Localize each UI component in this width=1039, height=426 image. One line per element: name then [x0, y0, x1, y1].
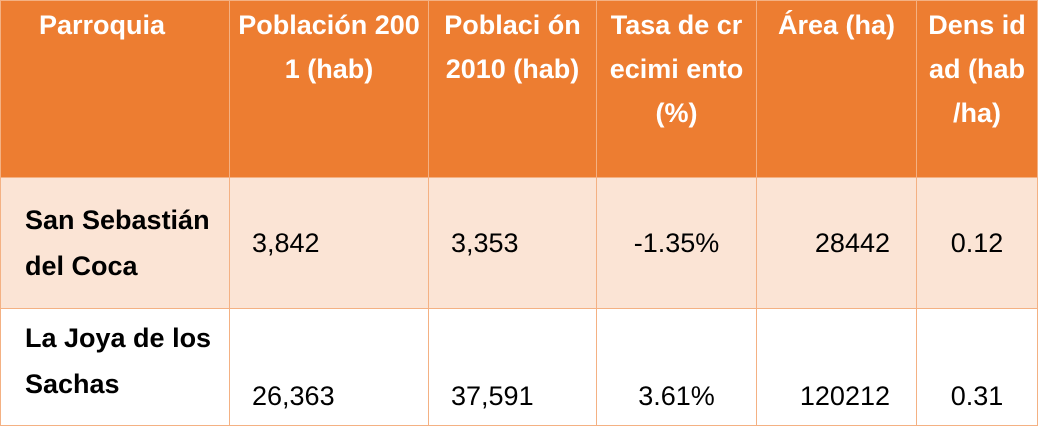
cell-area: 28442 — [756, 177, 917, 309]
table-header-row: Parroquia Población 2001 (hab) Poblaci ó… — [0, 0, 1038, 178]
table-row: La Joya de los Sachas 26,363 37,591 3.61… — [0, 308, 1038, 426]
cell-parroquia: La Joya de los Sachas — [0, 308, 230, 426]
cell-densidad: 0.12 — [916, 177, 1038, 309]
cell-area: 120212 — [756, 308, 917, 426]
header-area: Área (ha) — [756, 0, 917, 178]
cell-tasa-crecimiento: 3.61% — [596, 308, 757, 426]
header-poblacion-2001: Población 2001 (hab) — [229, 0, 429, 178]
cell-tasa-crecimiento: -1.35% — [596, 177, 757, 309]
cell-parroquia: San Sebastián del Coca — [0, 177, 230, 309]
header-tasa-crecimiento: Tasa de crecimi ento (%) — [596, 0, 757, 178]
cell-poblacion-2010: 3,353 — [428, 177, 597, 309]
header-poblacion-2010: Poblaci ón 2010 (hab) — [428, 0, 597, 178]
cell-poblacion-2001: 3,842 — [229, 177, 429, 309]
cell-poblacion-2010: 37,591 — [428, 308, 597, 426]
table-row: San Sebastián del Coca 3,842 3,353 -1.35… — [0, 177, 1038, 309]
cell-densidad: 0.31 — [916, 308, 1038, 426]
header-parroquia: Parroquia — [0, 0, 230, 178]
cell-poblacion-2001: 26,363 — [229, 308, 429, 426]
header-densidad: Dens idad (hab /ha) — [916, 0, 1038, 178]
